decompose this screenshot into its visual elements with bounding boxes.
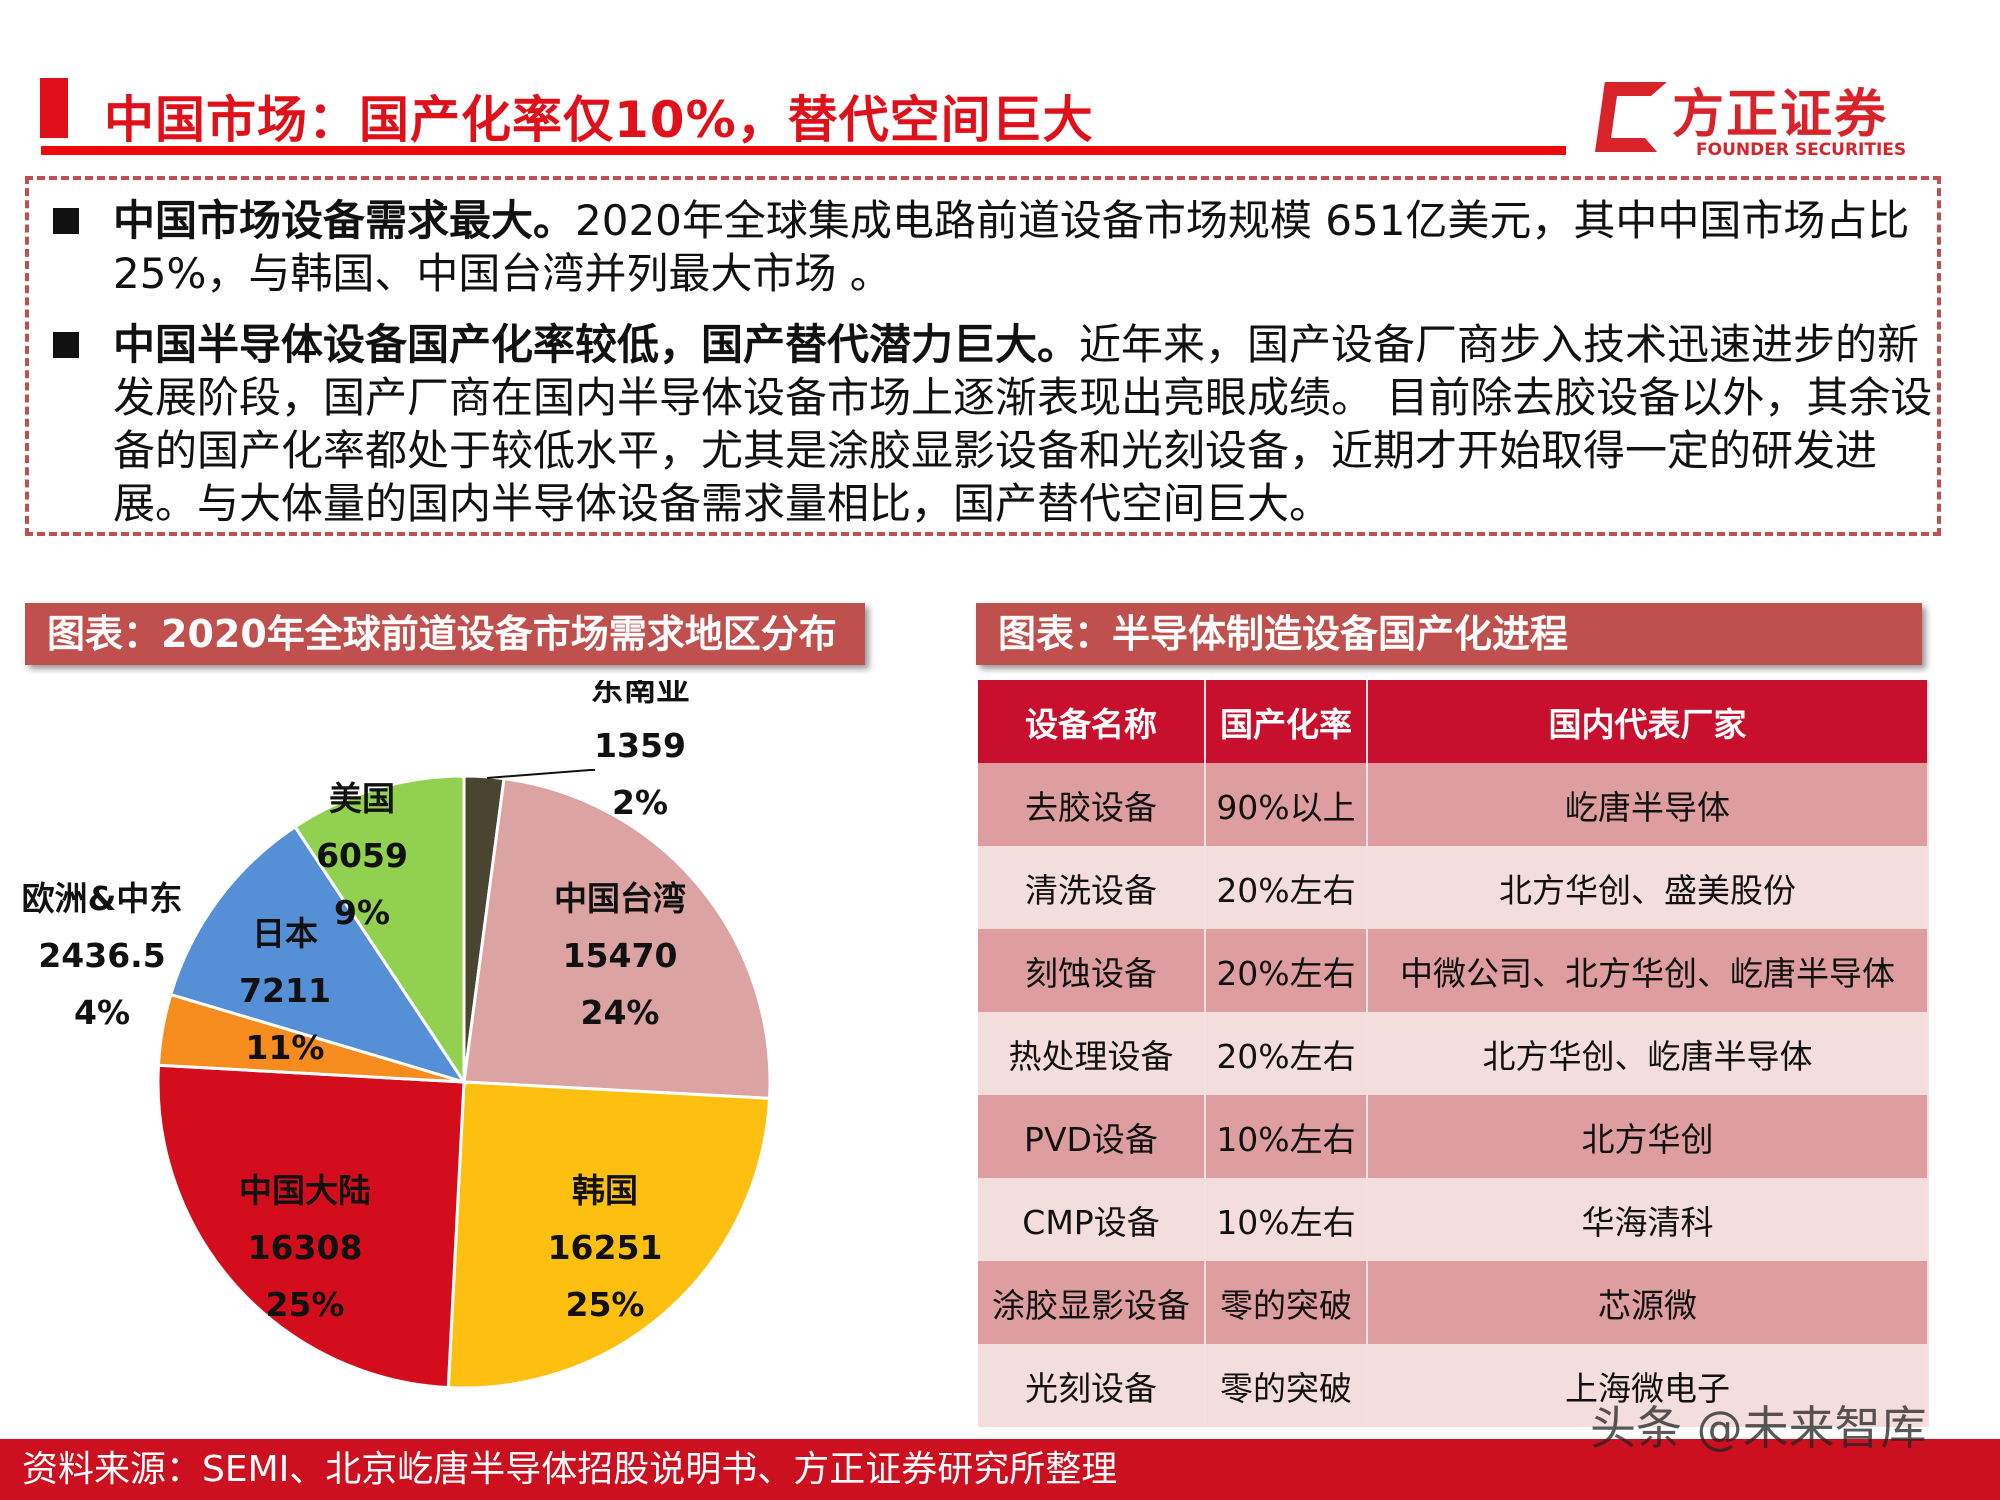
table-cell: 10%左右 (1205, 1178, 1368, 1261)
pie-data-label-value: 7211 (239, 971, 331, 1010)
table-cell: 芯源微 (1367, 1261, 1929, 1344)
pie-slice-3 (156, 1063, 466, 1390)
pie-data-label-pct: 11% (246, 1028, 325, 1067)
logo-en: FOUNDER SECURITIES (1696, 140, 1907, 160)
point-1-heading: 中国市场设备需求最大。 (113, 196, 576, 245)
watermark: 头条 @未来智库 (1590, 1401, 1927, 1455)
localization-table: 设备名称 国产化率 国内代表厂家 去胶设备 90%以上 屹唐半导体 清洗设备 20%左右… (978, 680, 1929, 1427)
table-row: 涂胶显影设备 零的突破 芯源微 (978, 1261, 1929, 1344)
table-cell: 10%左右 (1205, 1095, 1368, 1178)
table-cell: 热处理设备 (978, 1012, 1206, 1095)
pie-data-label-pct: 2% (612, 783, 668, 822)
pie-data-label-pct: 25% (266, 1285, 345, 1324)
bullet-icon (53, 208, 79, 234)
table-cell: 北方华创、屹唐半导体 (1367, 1012, 1929, 1095)
table-cell: PVD设备 (978, 1095, 1206, 1178)
point-1-text: 2020年全球集成电路前道设备市场规模 651亿美元，其中中国市场占比25%，与… (113, 196, 1910, 298)
table-row: 清洗设备 20%左右 北方华创、盛美股份 (978, 846, 1929, 929)
pie-chart: 东南亚 1359 2% 中国台湾 15470 24% 韩国 16251 25% 中国大陆 16308… (22, 680, 772, 1390)
logo-mark-icon (1595, 82, 1667, 152)
table-cell: 90%以上 (1205, 763, 1368, 846)
pie-data-label-label: 中国台湾 (554, 879, 686, 918)
point-1: 中国市场设备需求最大。2020年全球集成电路前道设备市场规模 651亿美元，其中… (113, 194, 1953, 300)
bullet-icon (53, 332, 79, 358)
table-row: PVD设备 10%左右 北方华创 (978, 1095, 1929, 1178)
pie-data-label-pct: 9% (334, 893, 390, 932)
col-header: 国内代表厂家 (1367, 680, 1929, 763)
point-2: 中国半导体设备国产化率较低，国产替代潜力巨大。近年来，国产设备厂商步入技术迅速进… (113, 318, 1953, 530)
table-header-row: 设备名称 国产化率 国内代表厂家 (978, 680, 1929, 763)
pie-slice-5 (168, 824, 468, 1085)
pie-data-label-value: 1359 (594, 726, 686, 765)
page-title: 中国市场：国产化率仅10%，替代空间巨大 (104, 91, 1094, 149)
table-row: 刻蚀设备 20%左右 中微公司、北方华创、屹唐半导体 (978, 929, 1929, 1012)
pie-slice-6 (292, 774, 466, 1087)
pie-data-label-value: 2436.5 (38, 936, 165, 975)
table-cell: 屹唐半导体 (1367, 763, 1929, 846)
pie-data-label-label: 韩国 (572, 1171, 638, 1210)
pie-data-label-value: 16251 (548, 1228, 663, 1267)
pie-data-label-value: 6059 (316, 836, 408, 875)
table-cell: 20%左右 (1205, 846, 1368, 929)
point-2-heading: 中国半导体设备国产化率较低，国产替代潜力巨大。 (113, 320, 1080, 369)
table-cell: 去胶设备 (978, 763, 1206, 846)
pie-data-label-value: 15470 (563, 936, 678, 975)
table-row: 热处理设备 20%左右 北方华创、屹唐半导体 (978, 1012, 1929, 1095)
pie-slice-2 (446, 1080, 772, 1390)
summary-box: 中国市场设备需求最大。2020年全球集成电路前道设备市场规模 651亿美元，其中… (25, 176, 1941, 536)
table-row: 去胶设备 90%以上 屹唐半导体 (978, 763, 1929, 846)
table-cell: 20%左右 (1205, 1012, 1368, 1095)
pie-slice-1 (462, 776, 772, 1100)
pie-data-label-label: 东南亚 (591, 680, 690, 708)
col-header: 设备名称 (978, 680, 1206, 763)
pie-data-label-label: 美国 (329, 779, 395, 818)
table-cell: 上海微电子 (1367, 1344, 1929, 1427)
pie-data-label-pct: 4% (74, 993, 130, 1032)
pie-data-label-value: 16308 (248, 1228, 363, 1267)
title-underline (41, 146, 1566, 155)
title-accent-bar (40, 78, 68, 138)
source-footer: 资料来源：SEMI、北京屹唐半导体招股说明书、方正证券研究所整理 (0, 1439, 2000, 1500)
left-chart-title: 图表：2020年全球前道设备市场需求地区分布 (25, 603, 865, 665)
leader-line (486, 769, 595, 779)
table-cell: 北方华创 (1367, 1095, 1929, 1178)
table-cell: 华海清科 (1367, 1178, 1929, 1261)
logo-cn: 方正证券 (1672, 85, 1889, 145)
table-cell: 涂胶显影设备 (978, 1261, 1206, 1344)
table-cell: 刻蚀设备 (978, 929, 1206, 1012)
pie-data-label-label: 日本 (252, 914, 318, 953)
pie-data-label-pct: 25% (566, 1285, 645, 1324)
table-cell: 清洗设备 (978, 846, 1206, 929)
table-row: CMP设备 10%左右 华海清科 (978, 1178, 1929, 1261)
pie-data-label-label: 中国大陆 (239, 1171, 371, 1210)
pie-data-label-label: 欧洲&中东 (22, 879, 183, 918)
pie-data-label-pct: 24% (581, 993, 660, 1032)
founder-logo: 方正证券 FOUNDER SECURITIES (1595, 72, 1930, 167)
table-cell: 北方华创、盛美股份 (1367, 846, 1929, 929)
table-cell: 零的突破 (1205, 1261, 1368, 1344)
point-2-text: 近年来，国产设备厂商步入技术迅速进步的新发展阶段，国产厂商在国内半导体设备市场上… (113, 320, 1933, 528)
right-chart-title: 图表：半导体制造设备国产化进程 (976, 603, 1922, 665)
table-cell: 光刻设备 (978, 1344, 1206, 1427)
table-cell: CMP设备 (978, 1178, 1206, 1261)
table-cell: 中微公司、北方华创、屹唐半导体 (1367, 929, 1929, 1012)
table-row: 光刻设备 零的突破 上海微电子 (978, 1344, 1929, 1427)
col-header: 国产化率 (1205, 680, 1368, 763)
table-cell: 20%左右 (1205, 929, 1368, 1012)
table-cell: 零的突破 (1205, 1344, 1368, 1427)
